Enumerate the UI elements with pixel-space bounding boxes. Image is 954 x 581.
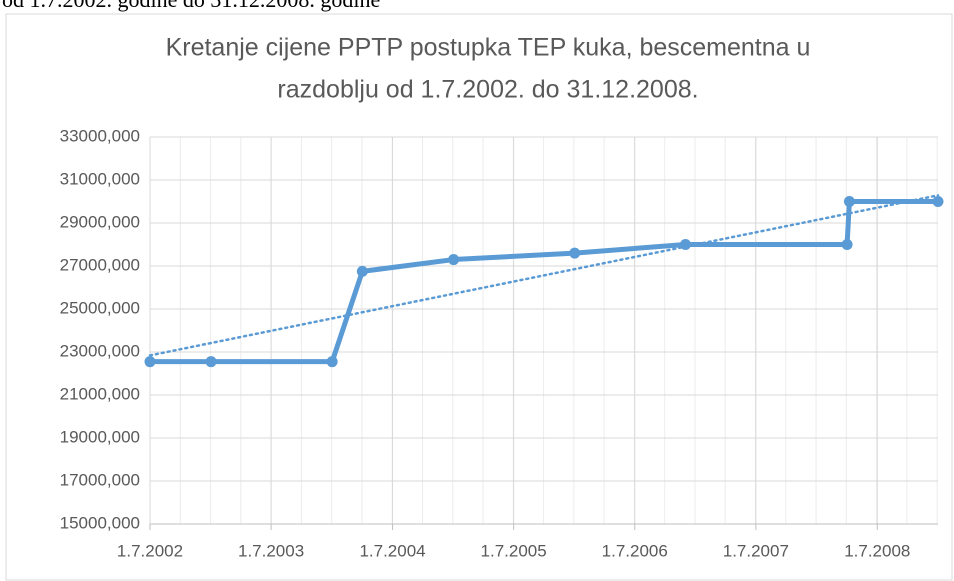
x-tick-label: 1.7.2003 [238,541,304,560]
trendline [148,194,940,357]
data-point [680,239,692,250]
y-tick-label: 33000,000 [60,126,140,145]
y-tick-label: 31000,000 [60,169,140,188]
chart-frame [5,13,953,581]
data-point [144,356,156,368]
y-tick-label: 19000,000 [60,427,140,446]
y-tick-label: 17000,000 [60,470,140,489]
x-tick-label: 1.7.2008 [844,541,910,560]
data-point [841,239,853,250]
data-point [843,196,855,207]
data-point [326,356,338,368]
x-tick-label: 1.7.2006 [602,541,668,560]
data-point [448,254,460,266]
chart-title: razdoblju od 1.7.2002. do 31.12.2008. [277,76,698,104]
y-tick-label: 25000,000 [60,298,140,317]
x-tick-label: 1.7.2002 [117,541,183,560]
x-tick-label: 1.7.2007 [723,541,789,560]
data-point [356,265,368,277]
data-point [569,247,581,259]
y-tick-label: 23000,000 [60,341,140,360]
data-point [932,196,944,207]
x-tick-label: 1.7.2005 [481,541,547,560]
caption: od 1.7.2002. godine do 31.12.2008. godin… [2,0,380,12]
y-tick-label: 21000,000 [60,384,140,403]
y-tick-label: 27000,000 [60,255,140,274]
chart-title: Kretanje cijene PPTP postupka TEP kuka, … [166,34,811,62]
x-tick-label: 1.7.2004 [359,541,425,560]
data-point [205,356,217,368]
y-tick-label: 29000,000 [60,212,140,231]
data-line [150,199,938,365]
y-tick-label: 15000,000 [60,513,140,532]
